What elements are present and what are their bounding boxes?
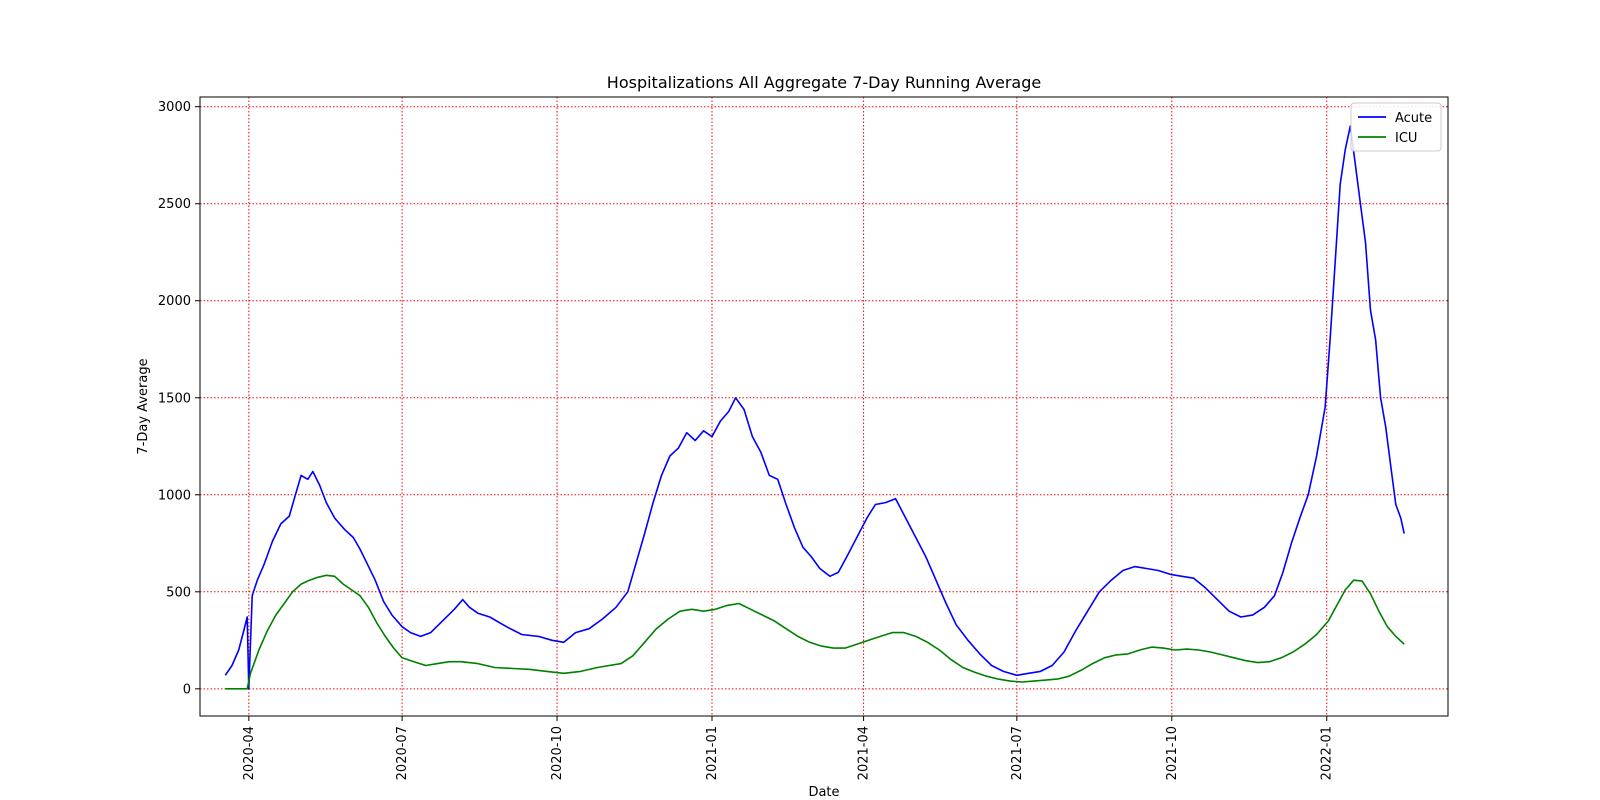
- grid: [200, 97, 1448, 716]
- legend-box: [1350, 102, 1442, 152]
- x-tick-label: 2020-04: [242, 726, 257, 780]
- x-axis: 2020-04 2020-07 2020-10 2021-01 2021-04 2021-…: [242, 716, 1335, 780]
- y-tick-label: 2500: [158, 197, 191, 212]
- y-tick-label: 500: [166, 585, 191, 600]
- series-line-acute: [224, 125, 1405, 690]
- y-tick-label: 1500: [158, 391, 191, 406]
- y-axis-title: 7-Day Average: [136, 358, 151, 454]
- x-tick-label: 2020-10: [550, 726, 565, 780]
- legend-label: ICU: [1395, 131, 1417, 146]
- x-tick-label: 2021-07: [1010, 726, 1025, 780]
- series-layer: [224, 125, 1405, 690]
- y-tick-label: 0: [183, 682, 191, 697]
- y-tick-label: 2000: [158, 294, 191, 309]
- x-tick-label: 2021-01: [705, 726, 720, 780]
- x-tick-label: 2021-04: [857, 726, 872, 780]
- x-tick-label: 2021-10: [1165, 726, 1180, 780]
- y-tick-label: 3000: [158, 100, 191, 115]
- x-tick-label: 2020-07: [395, 726, 410, 780]
- legend-label: Acute: [1395, 111, 1432, 126]
- chart-title: Hospitalizations All Aggregate 7-Day Run…: [607, 73, 1041, 92]
- plot-frame: [199, 96, 1449, 717]
- legend: Acute ICU: [1350, 102, 1442, 152]
- x-tick-label: 2022-01: [1320, 726, 1335, 780]
- x-axis-title: Date: [808, 785, 839, 800]
- series-line-icu: [225, 574, 1405, 690]
- y-tick-label: 1000: [158, 488, 191, 503]
- y-axis: 0 500 1000 1500 2000 2500 3000: [158, 100, 200, 697]
